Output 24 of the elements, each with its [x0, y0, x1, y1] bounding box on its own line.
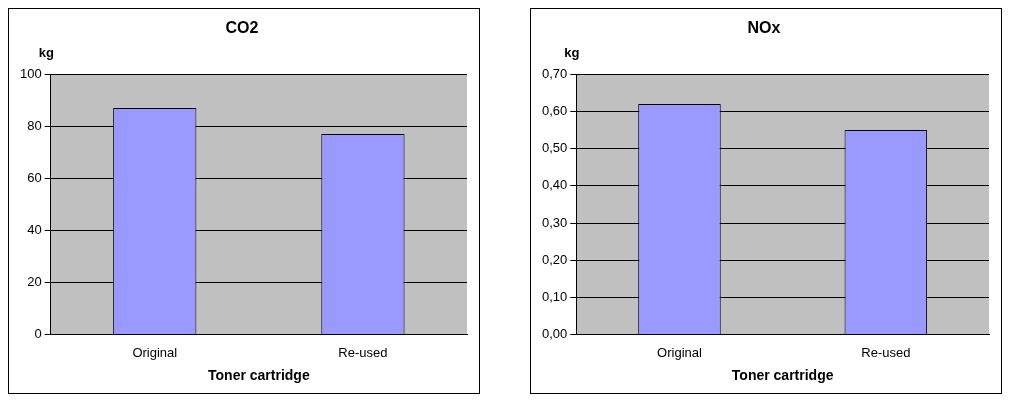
y-tick-label: 0,70: [541, 65, 568, 81]
y-tick-label: 0,30: [541, 214, 568, 230]
y-axis-title: kg: [38, 45, 54, 61]
y-tick-label: 0,40: [541, 177, 568, 193]
x-tick-label: Original: [657, 344, 702, 360]
y-tick-label: 0,50: [541, 140, 568, 156]
y-tick-label: 0,10: [541, 288, 568, 304]
x-axis-title: Toner cartridge: [208, 367, 310, 384]
x-tick-label: Re-used: [338, 344, 388, 360]
y-tick-label: 0: [34, 326, 42, 342]
y-tick-label: 60: [27, 169, 42, 185]
y-tick-label: 80: [27, 117, 42, 133]
y-tick-label: 40: [27, 222, 42, 238]
x-axis-title: Toner cartridge: [731, 367, 834, 384]
chart-title: NOx: [747, 19, 781, 37]
x-tick-label: Re-used: [861, 344, 911, 360]
y-tick-label: 20: [27, 274, 42, 290]
y-tick-label: 0,00: [541, 326, 568, 342]
y-tick-label: 0,20: [541, 251, 568, 267]
y-axis-title: kg: [564, 45, 580, 61]
y-tick-label: 100: [19, 65, 42, 81]
y-tick-label: 0,60: [541, 102, 568, 118]
x-tick-label: Original: [132, 344, 178, 360]
chart-title: CO2: [225, 19, 259, 37]
